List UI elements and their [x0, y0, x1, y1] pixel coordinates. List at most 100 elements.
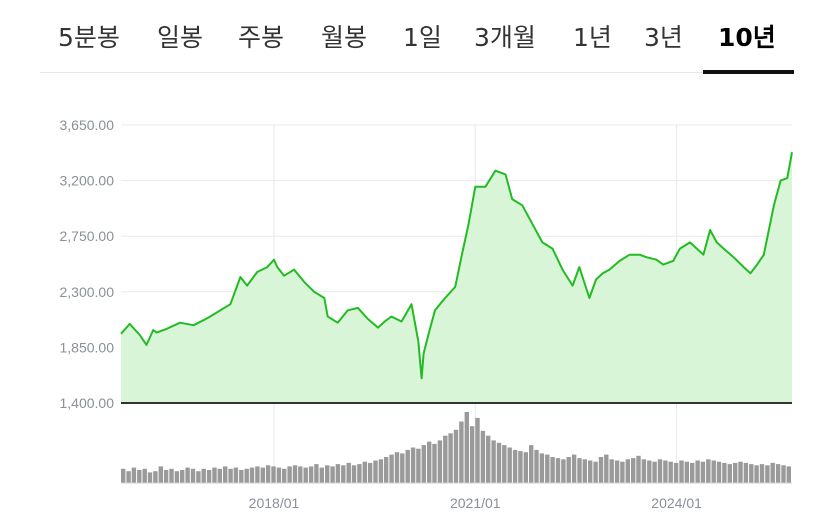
volume-bar	[786, 466, 791, 483]
y-tick-label: 2,750.00	[60, 228, 115, 244]
volume-bar	[223, 466, 228, 483]
volume-bar	[598, 457, 604, 483]
volume-bar	[512, 449, 518, 483]
volume-bar	[212, 467, 217, 483]
volume-bar	[765, 465, 770, 484]
volume-bar	[711, 460, 716, 483]
volume-bar	[351, 465, 357, 484]
tab-weekly[interactable]: 주봉	[238, 23, 285, 52]
volume-bar	[625, 459, 630, 483]
volume-bar	[577, 458, 582, 483]
volume-bar	[529, 445, 534, 483]
volume-bar	[550, 457, 555, 483]
volume-bar	[410, 447, 416, 483]
volume-bar	[405, 449, 410, 483]
period-tabs: 5분봉 일봉 주봉 월봉 1일 3개월 1년 3년 10년	[40, 0, 794, 74]
volume-bar	[255, 466, 260, 483]
volume-bar	[475, 417, 480, 483]
tab-10years[interactable]: 10년	[718, 23, 776, 52]
volume-bar	[303, 467, 308, 483]
volume-bar	[163, 470, 169, 483]
volume-bar	[448, 433, 453, 483]
volume-bar	[716, 461, 722, 483]
y-tick-label: 3,650.00	[60, 117, 115, 133]
volume-bar	[228, 468, 233, 483]
x-tick-label: 2021/01	[450, 495, 501, 511]
volume-bar	[335, 464, 341, 483]
volume-bar	[357, 464, 362, 483]
volume-bar	[378, 459, 384, 483]
tab-monthly[interactable]: 월봉	[321, 23, 368, 52]
volume-bar	[276, 467, 282, 483]
volume-bar	[722, 462, 727, 483]
volume-bar	[314, 464, 319, 483]
volume-bar	[534, 449, 539, 483]
volume-bar	[362, 461, 367, 483]
tabs-divider	[40, 72, 794, 73]
volume-bar	[523, 452, 528, 483]
volume-bar	[292, 465, 298, 484]
volume-bar	[582, 459, 587, 483]
volume-bar	[588, 460, 593, 483]
volume-bar	[507, 447, 512, 483]
volume-bar	[770, 462, 775, 483]
tab-3months[interactable]: 3개월	[474, 23, 536, 52]
tab-daily[interactable]: 일봉	[157, 23, 204, 52]
volume-bar	[759, 464, 765, 483]
volume-bar	[620, 461, 625, 483]
volume-bar	[384, 457, 389, 483]
volume-bar	[174, 471, 180, 483]
volume-bar	[217, 468, 222, 483]
volume-bar	[469, 426, 475, 483]
volume-bar	[239, 470, 244, 483]
volume-bar	[416, 448, 421, 483]
volume-bar	[684, 461, 689, 483]
tab-1day[interactable]: 1일	[403, 23, 442, 52]
price-area	[121, 152, 792, 403]
volume-bar	[690, 462, 695, 483]
volume-bar	[346, 462, 351, 483]
volume-bar	[641, 459, 647, 483]
volume-bar	[389, 454, 394, 483]
volume-bar	[733, 462, 738, 483]
volume-bar	[180, 470, 185, 483]
volume-bar	[330, 466, 335, 483]
tab-1year[interactable]: 1년	[573, 23, 612, 52]
volume-bar	[775, 464, 781, 483]
volume-bar	[593, 461, 598, 483]
volume-bar	[486, 435, 491, 483]
volume-bar	[561, 459, 566, 483]
volume-bar	[480, 430, 486, 483]
volume-bar	[121, 468, 126, 483]
volume-bar	[727, 464, 732, 483]
volume-bar	[233, 467, 239, 483]
y-tick-label: 3,200.00	[60, 173, 115, 189]
volume-bar	[555, 458, 561, 483]
volume-bar	[367, 462, 373, 483]
volume-bar	[749, 464, 754, 483]
tab-3years[interactable]: 3년	[644, 23, 683, 52]
volume-bar	[126, 471, 131, 483]
volume-bar	[271, 466, 276, 483]
volume-bar	[679, 460, 684, 483]
volume-bar	[496, 442, 502, 483]
volume-bar	[609, 459, 614, 483]
volume-bar	[706, 459, 711, 483]
volume-bar	[491, 440, 496, 483]
volume-bar	[738, 461, 743, 483]
volume-bar	[647, 460, 652, 483]
volume-bar	[421, 445, 426, 483]
x-tick-label: 2018/01	[249, 495, 300, 511]
volume-bar	[249, 467, 255, 483]
volume-bar	[137, 470, 142, 483]
volume-bar	[695, 460, 700, 483]
volume-bar	[394, 452, 400, 483]
volume-bar	[539, 453, 545, 483]
tab-5min[interactable]: 5분봉	[58, 23, 120, 52]
volume-bar	[169, 468, 174, 483]
volume-bar	[196, 471, 201, 483]
volume-bar	[604, 454, 609, 483]
volume-bar	[502, 445, 507, 483]
volume-bar	[566, 457, 571, 483]
